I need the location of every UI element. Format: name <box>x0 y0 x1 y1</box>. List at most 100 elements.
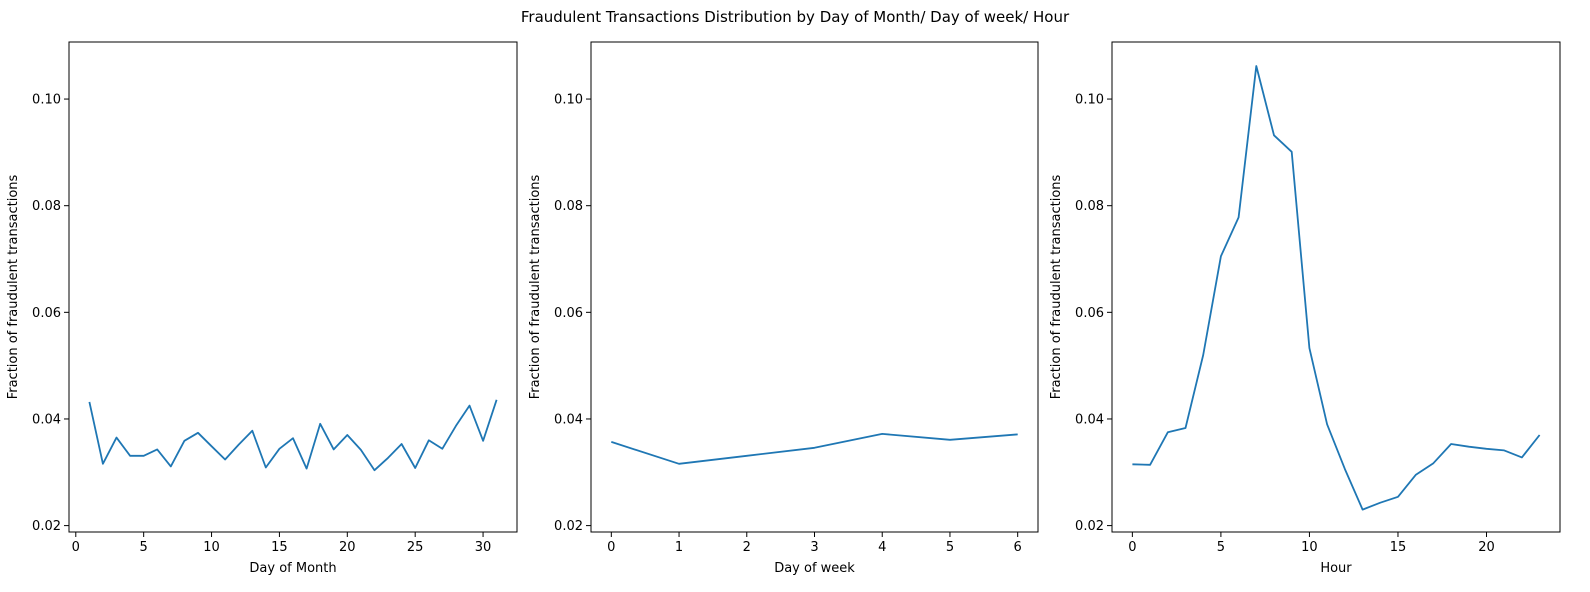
data-point <box>278 448 280 450</box>
data-point <box>881 433 883 435</box>
data-point <box>319 423 321 425</box>
data-point <box>1538 434 1540 436</box>
data-point <box>1255 65 1257 67</box>
series-line <box>611 433 1018 465</box>
x-tick-label: 0 <box>1128 540 1136 555</box>
axes-frame <box>590 41 1039 533</box>
data-point <box>441 448 443 450</box>
data-point <box>265 466 267 468</box>
data-point <box>1414 474 1416 476</box>
x-tick-label: 6 <box>1014 540 1022 555</box>
axes-frame <box>68 41 518 533</box>
y-tick-label: 0.06 <box>1075 306 1104 321</box>
data-point <box>1379 501 1381 503</box>
y-tick-label: 0.04 <box>1075 412 1104 427</box>
data-point <box>746 455 748 457</box>
data-point <box>170 465 172 467</box>
y-tick-label: 0.08 <box>554 199 583 214</box>
data-point <box>292 437 294 439</box>
data-point <box>346 434 348 436</box>
data-point <box>333 448 335 450</box>
x-tick-label: 3 <box>810 540 818 555</box>
x-tick-label: 4 <box>878 540 886 555</box>
subplot-1: 0 5 10 15 20 25 30 0.02 0.04 0.06 0.08 0.10 Day of M… <box>6 41 518 576</box>
data-point <box>1326 423 1328 425</box>
x-tick-label: 15 <box>271 540 288 555</box>
figure-suptitle: Fraudulent Transactions Distribution by … <box>521 8 1070 26</box>
data-point <box>305 467 307 469</box>
data-point <box>678 463 680 465</box>
y-tick-label: 0.04 <box>32 412 61 427</box>
data-point <box>400 443 402 445</box>
data-point <box>1184 427 1186 429</box>
data-point <box>1131 463 1133 465</box>
data-point <box>210 445 212 447</box>
y-tick-label: 0.02 <box>1075 519 1104 534</box>
y-tick-label: 0.08 <box>32 199 61 214</box>
y-tick-label: 0.10 <box>32 93 61 108</box>
x-tick-label: 25 <box>407 540 424 555</box>
data-point <box>224 458 226 460</box>
y-axis-label: Fraction of fraudulent transactions <box>1049 174 1064 399</box>
x-axis-label: Hour <box>1320 561 1352 576</box>
data-point <box>1397 496 1399 498</box>
data-point <box>495 399 497 401</box>
data-point <box>373 469 375 471</box>
y-tick-label: 0.06 <box>32 306 61 321</box>
y-axis-label: Fraction of fraudulent transactions <box>6 174 21 399</box>
data-point <box>1016 433 1018 435</box>
x-tick-label: 10 <box>1301 540 1318 555</box>
x-axis-label: Day of week <box>774 561 855 576</box>
data-point <box>102 463 104 465</box>
data-point <box>1237 216 1239 218</box>
data-point <box>360 449 362 451</box>
axes-frame <box>1111 41 1561 533</box>
data-point <box>197 432 199 434</box>
data-point <box>251 429 253 431</box>
y-tick-label: 0.08 <box>1075 199 1104 214</box>
x-tick-label: 20 <box>339 540 356 555</box>
data-point <box>1167 431 1169 433</box>
x-tick-label: 5 <box>1217 540 1225 555</box>
y-axis-label: Fraction of fraudulent transactions <box>528 174 543 399</box>
data-point <box>1468 445 1470 447</box>
y-tick-label: 0.06 <box>554 306 583 321</box>
x-axis-label: Day of Month <box>249 561 336 576</box>
data-point <box>1220 255 1222 257</box>
data-point <box>115 436 117 438</box>
x-tick-label: 20 <box>1478 540 1495 555</box>
series-line <box>88 399 498 472</box>
subplot-3: 0 5 10 15 20 0.02 0.04 0.06 0.08 0.10 Hour Fraction… <box>1049 41 1561 576</box>
data-point <box>183 440 185 442</box>
data-point <box>1521 456 1523 458</box>
data-point <box>1485 448 1487 450</box>
data-point <box>813 447 815 449</box>
subplot-2: 0 1 2 3 4 5 6 0.02 0.04 0.06 0.08 0.10 Day of week Fr… <box>528 41 1039 576</box>
x-tick-label: 15 <box>1390 540 1407 555</box>
data-point <box>1361 508 1363 510</box>
x-tick-label: 0 <box>72 540 80 555</box>
data-point <box>1450 443 1452 445</box>
data-point <box>482 440 484 442</box>
data-point <box>1273 134 1275 136</box>
x-tick-label: 2 <box>743 540 751 555</box>
data-point <box>1291 151 1293 153</box>
data-point <box>455 425 457 427</box>
data-point <box>1202 354 1204 356</box>
x-tick-label: 5 <box>140 540 148 555</box>
x-tick-label: 5 <box>946 540 954 555</box>
x-tick-label: 0 <box>607 540 615 555</box>
x-tick-label: 10 <box>203 540 220 555</box>
series-line <box>1132 65 1541 511</box>
y-tick-label: 0.04 <box>554 412 583 427</box>
data-point <box>142 455 144 457</box>
y-tick-label: 0.02 <box>32 519 61 534</box>
data-point <box>1344 468 1346 470</box>
data-point <box>1503 449 1505 451</box>
data-point <box>387 457 389 459</box>
y-tick-label: 0.10 <box>1075 93 1104 108</box>
y-tick-label: 0.02 <box>554 519 583 534</box>
data-point <box>237 443 239 445</box>
